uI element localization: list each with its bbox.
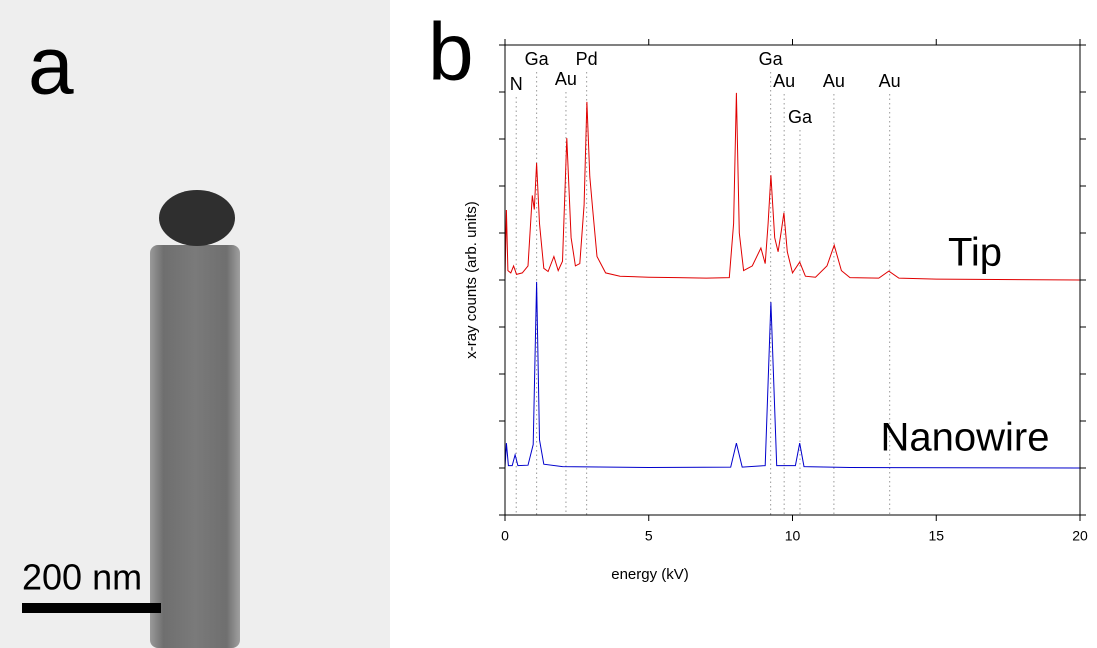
panel-label: b	[428, 7, 474, 98]
peak-label: Au	[823, 71, 845, 91]
series-label: Nanowire	[881, 416, 1050, 460]
peak-label: Au	[555, 69, 577, 89]
nanowire	[150, 245, 240, 648]
peak-label: Ga	[525, 49, 550, 69]
peak-label: Au	[879, 71, 901, 91]
x-tick-label: 0	[501, 528, 509, 544]
peak-label: Pd	[576, 49, 598, 69]
x-tick-label: 15	[928, 528, 944, 544]
series-label: Tip	[948, 231, 1002, 275]
peak-label: N	[510, 74, 523, 94]
panel-label: a	[28, 21, 74, 112]
x-tick-label: 5	[645, 528, 653, 544]
tip-particle	[159, 190, 235, 246]
peak-label: Ga	[788, 107, 813, 127]
x-axis-label: energy (kV)	[611, 566, 689, 583]
series-line	[504, 92, 1081, 281]
x-tick-label: 20	[1072, 528, 1088, 544]
peak-label: Au	[773, 71, 795, 91]
scale-bar-label: 200 nm	[22, 557, 142, 598]
x-tick-label: 10	[785, 528, 801, 544]
series-line	[504, 281, 1081, 469]
y-axis-label: x-ray counts (arb. units)	[463, 201, 480, 359]
peak-label: Ga	[759, 49, 784, 69]
scale-bar	[22, 603, 161, 613]
